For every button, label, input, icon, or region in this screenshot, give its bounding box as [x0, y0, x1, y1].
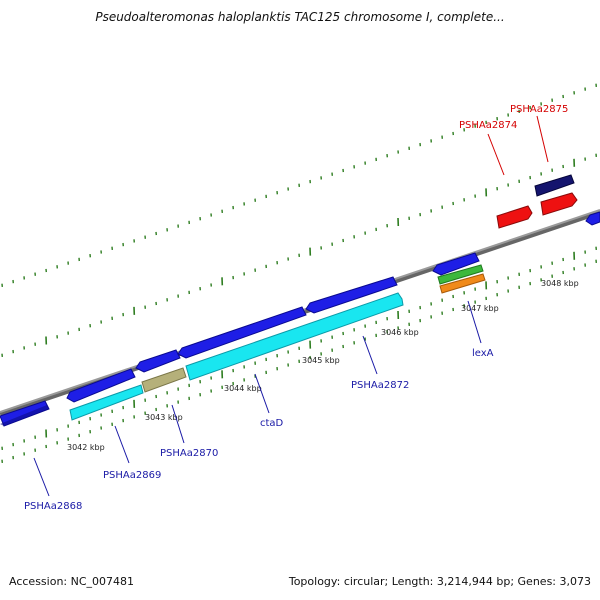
tick-label-3048: 3048 kbp	[541, 279, 579, 288]
rna-arrow-cyan-1[interactable]	[69, 384, 144, 421]
gene-arrow-pshaa2869[interactable]	[66, 368, 136, 403]
gene-arrow-pshaa2870[interactable]	[135, 349, 181, 373]
gene-label-pshaa2872[interactable]: PSHAa2872	[351, 380, 409, 391]
gene-label-pshaa2875[interactable]: PSHAa2875	[510, 104, 568, 115]
gene-label-ctad[interactable]: ctaD	[260, 418, 284, 429]
map-title: Pseudoalteromonas haloplanktis TAC125 ch…	[95, 10, 505, 24]
gene-arrow-pshaa2872[interactable]	[305, 276, 398, 314]
tick-label-3045: 3045 kbp	[302, 356, 340, 365]
tick-tracks	[1, 83, 597, 463]
rna-arrow-tan[interactable]	[141, 367, 187, 393]
gene-arrow-pshaa2868[interactable]	[0, 400, 50, 427]
tick-label-3044: 3044 kbp	[224, 384, 262, 393]
gene-arrow-lexa[interactable]	[432, 252, 480, 276]
gene-arrow-pshaa2875-navy[interactable]	[534, 174, 575, 197]
gene-arrow-pshaa2874[interactable]	[496, 205, 533, 229]
tick-label-3043: 3043 kbp	[145, 413, 183, 422]
tick-label-3047: 3047 kbp	[461, 304, 499, 313]
gene-label-pshaa2870[interactable]: PSHAa2870	[160, 448, 218, 459]
gene-labels: PSHAa2868 PSHAa2869 PSHAa2870 ctaD PSHAa…	[24, 104, 568, 512]
gene-label-leaders	[33, 115, 549, 497]
rna-arrow-cyan-2[interactable]	[185, 292, 404, 381]
gene-label-pshaa2874[interactable]: PSHAa2874	[459, 120, 517, 131]
gene-label-pshaa2869[interactable]: PSHAa2869	[103, 470, 161, 481]
tick-label-3042: 3042 kbp	[67, 443, 105, 452]
rna-arrow-green[interactable]	[437, 264, 484, 285]
accession-text: Accession: NC_007481	[9, 575, 135, 588]
gene-label-lexa[interactable]: lexA	[472, 348, 494, 359]
gene-arrow-ctad[interactable]	[177, 306, 307, 359]
gene-arrow-far-right[interactable]	[585, 211, 600, 226]
rna-arrow-orange[interactable]	[439, 273, 486, 294]
tick-label-3046: 3046 kbp	[381, 328, 419, 337]
feature-track	[0, 174, 600, 427]
gene-label-pshaa2868[interactable]: PSHAa2868	[24, 501, 82, 512]
kbp-tick-labels: 3042 kbp 3043 kbp 3044 kbp 3045 kbp 3046…	[67, 279, 579, 452]
topology-text: Topology: circular; Length: 3,214,944 bp…	[288, 575, 591, 588]
gene-arrow-pshaa2875-red[interactable]	[540, 192, 578, 216]
